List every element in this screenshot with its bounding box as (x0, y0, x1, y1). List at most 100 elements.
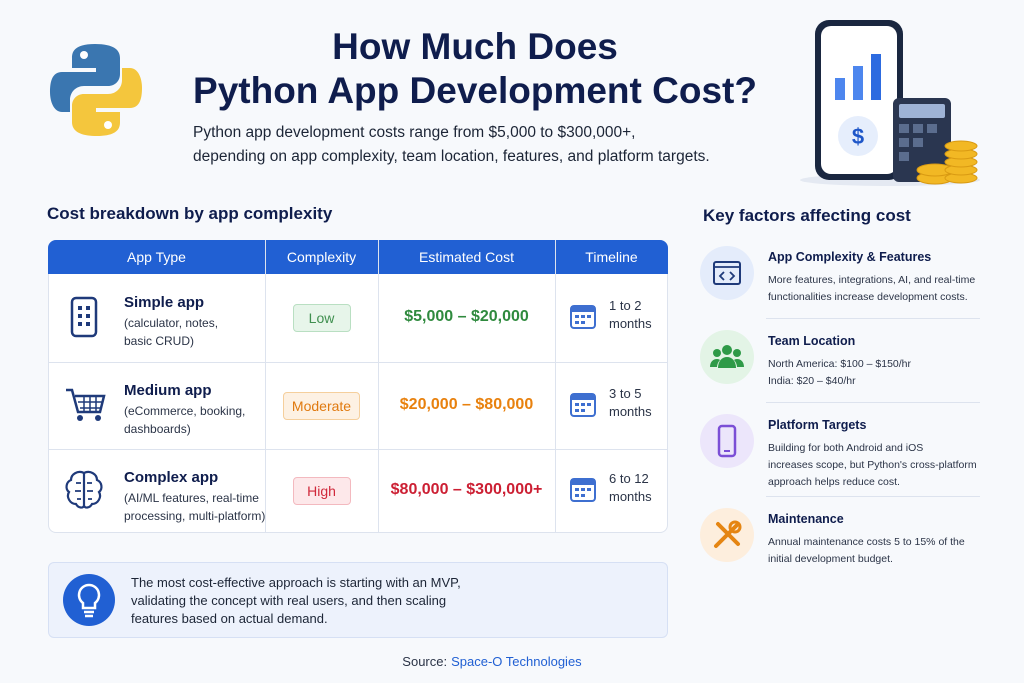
factor-title: Team Location (768, 334, 856, 348)
app-details: processing, multi-platform) (124, 509, 266, 523)
factor-divider (766, 496, 980, 497)
icon-shape (63, 574, 115, 626)
timeline: months (609, 316, 652, 331)
estimated-cost: $5,000 – $20,000 (404, 308, 529, 325)
table-frame (48, 240, 668, 533)
factor-divider (766, 318, 980, 319)
factor-divider (766, 402, 980, 403)
app-details: basic CRUD) (124, 334, 195, 348)
complexity-badge: High (265, 477, 378, 505)
tip-box (48, 562, 668, 638)
app-icon (66, 388, 106, 421)
icon-shape (718, 357, 736, 368)
icon-shape (728, 520, 742, 534)
icon-shape (714, 522, 740, 548)
calendar-icon (570, 392, 596, 417)
icon-shape (581, 321, 585, 324)
icon-shape (78, 322, 82, 326)
timeline: months (609, 489, 652, 504)
factor-line: increases scope, but Python's cross-plat… (768, 459, 977, 471)
complexity-label: High (292, 477, 351, 505)
factor-icon (700, 508, 754, 562)
icon-shape (700, 246, 754, 300)
icon-shape (571, 306, 595, 312)
complexity-badge: Low (265, 304, 378, 332)
app-details: (eCommerce, booking, (124, 404, 246, 418)
icon-shape (899, 138, 909, 147)
icon-shape (899, 124, 937, 161)
icon-shape (733, 349, 741, 357)
icon-shape (66, 388, 106, 413)
icon-shape (581, 494, 585, 497)
factor-line: initial development budget. (768, 553, 893, 565)
icon-shape (899, 152, 909, 161)
app-icon (70, 296, 98, 338)
factor-line: India: $20 – $40/hr (768, 375, 856, 387)
app-name: Simple app (124, 294, 205, 311)
icon-shape (575, 315, 591, 324)
column-divider (378, 240, 379, 533)
column-header: Estimated Cost (419, 249, 514, 265)
icon-shape (734, 359, 744, 367)
factor-icon (700, 414, 754, 468)
calendar-icon (570, 478, 596, 502)
factor-icon (700, 246, 754, 300)
icon-shape (717, 424, 737, 458)
timeline: months (609, 403, 652, 419)
icon-shape (575, 488, 591, 497)
icon-shape (899, 124, 909, 133)
icon-shape (587, 488, 591, 491)
title-line: How Much Does (332, 26, 618, 67)
app-details: dashboards) (124, 422, 191, 436)
factor-icon (700, 330, 754, 384)
column-header: Timeline (585, 249, 638, 265)
app-details: (calculator, notes, (124, 316, 219, 330)
tip-line: The most cost-effective approach is star… (131, 575, 461, 590)
icon-shape (77, 583, 101, 610)
app-icon (65, 470, 103, 509)
icon-shape (575, 402, 579, 406)
factor-line: Annual maintenance costs 5 to 15% of the (768, 536, 965, 548)
row-divider (48, 449, 668, 450)
icon-shape (913, 138, 923, 147)
icon-shape (571, 479, 595, 485)
icon-shape (587, 402, 591, 406)
complexity-label: Moderate (282, 391, 361, 420)
factor-line: North America: $100 – $150/hr (768, 358, 912, 370)
icon-shape (75, 482, 93, 500)
factor-line: Building for both Android and iOS (768, 442, 924, 454)
row-divider (48, 362, 668, 363)
icon-shape (104, 121, 112, 129)
icon-shape: $ (852, 124, 864, 149)
calendar-icon (570, 305, 596, 329)
table-heading: Cost breakdown by app complexity (47, 204, 333, 223)
complexity-label: Low (292, 304, 351, 332)
estimated-cost: $20,000 – $80,000 (399, 395, 534, 413)
bulb-icon (63, 574, 115, 626)
source: Source: Space-O Technologies (0, 654, 984, 669)
icon-shape (575, 494, 579, 497)
app-details: (AI/ML features, real-time (124, 491, 259, 505)
app-name: Medium app (124, 382, 212, 399)
icon-shape (838, 116, 878, 156)
icon-shape (86, 306, 90, 310)
icon-shape (581, 488, 585, 491)
factor-line: functionalities increase development cos… (768, 291, 968, 303)
icon-shape (722, 345, 732, 355)
icon-shape (916, 140, 978, 185)
icon-shape (86, 322, 90, 326)
icon-shape (575, 402, 591, 412)
factor-line: More features, integrations, AI, and rea… (768, 274, 976, 286)
estimated-cost: $80,000 – $300,000+ (390, 481, 543, 498)
icon-shape (714, 266, 740, 281)
source-label: Source: (402, 654, 448, 669)
icon-shape (78, 306, 90, 326)
timeline: 1 to 2 (609, 298, 642, 313)
icon-shape (78, 395, 102, 412)
icon-shape (575, 321, 579, 324)
timeline: 6 to 12 (609, 471, 649, 486)
icon-shape (700, 414, 754, 468)
timeline: 3 to 5 (609, 385, 642, 401)
factor-title: App Complexity & Features (768, 250, 932, 264)
tip-line: validating the concept with real users, … (131, 593, 447, 608)
